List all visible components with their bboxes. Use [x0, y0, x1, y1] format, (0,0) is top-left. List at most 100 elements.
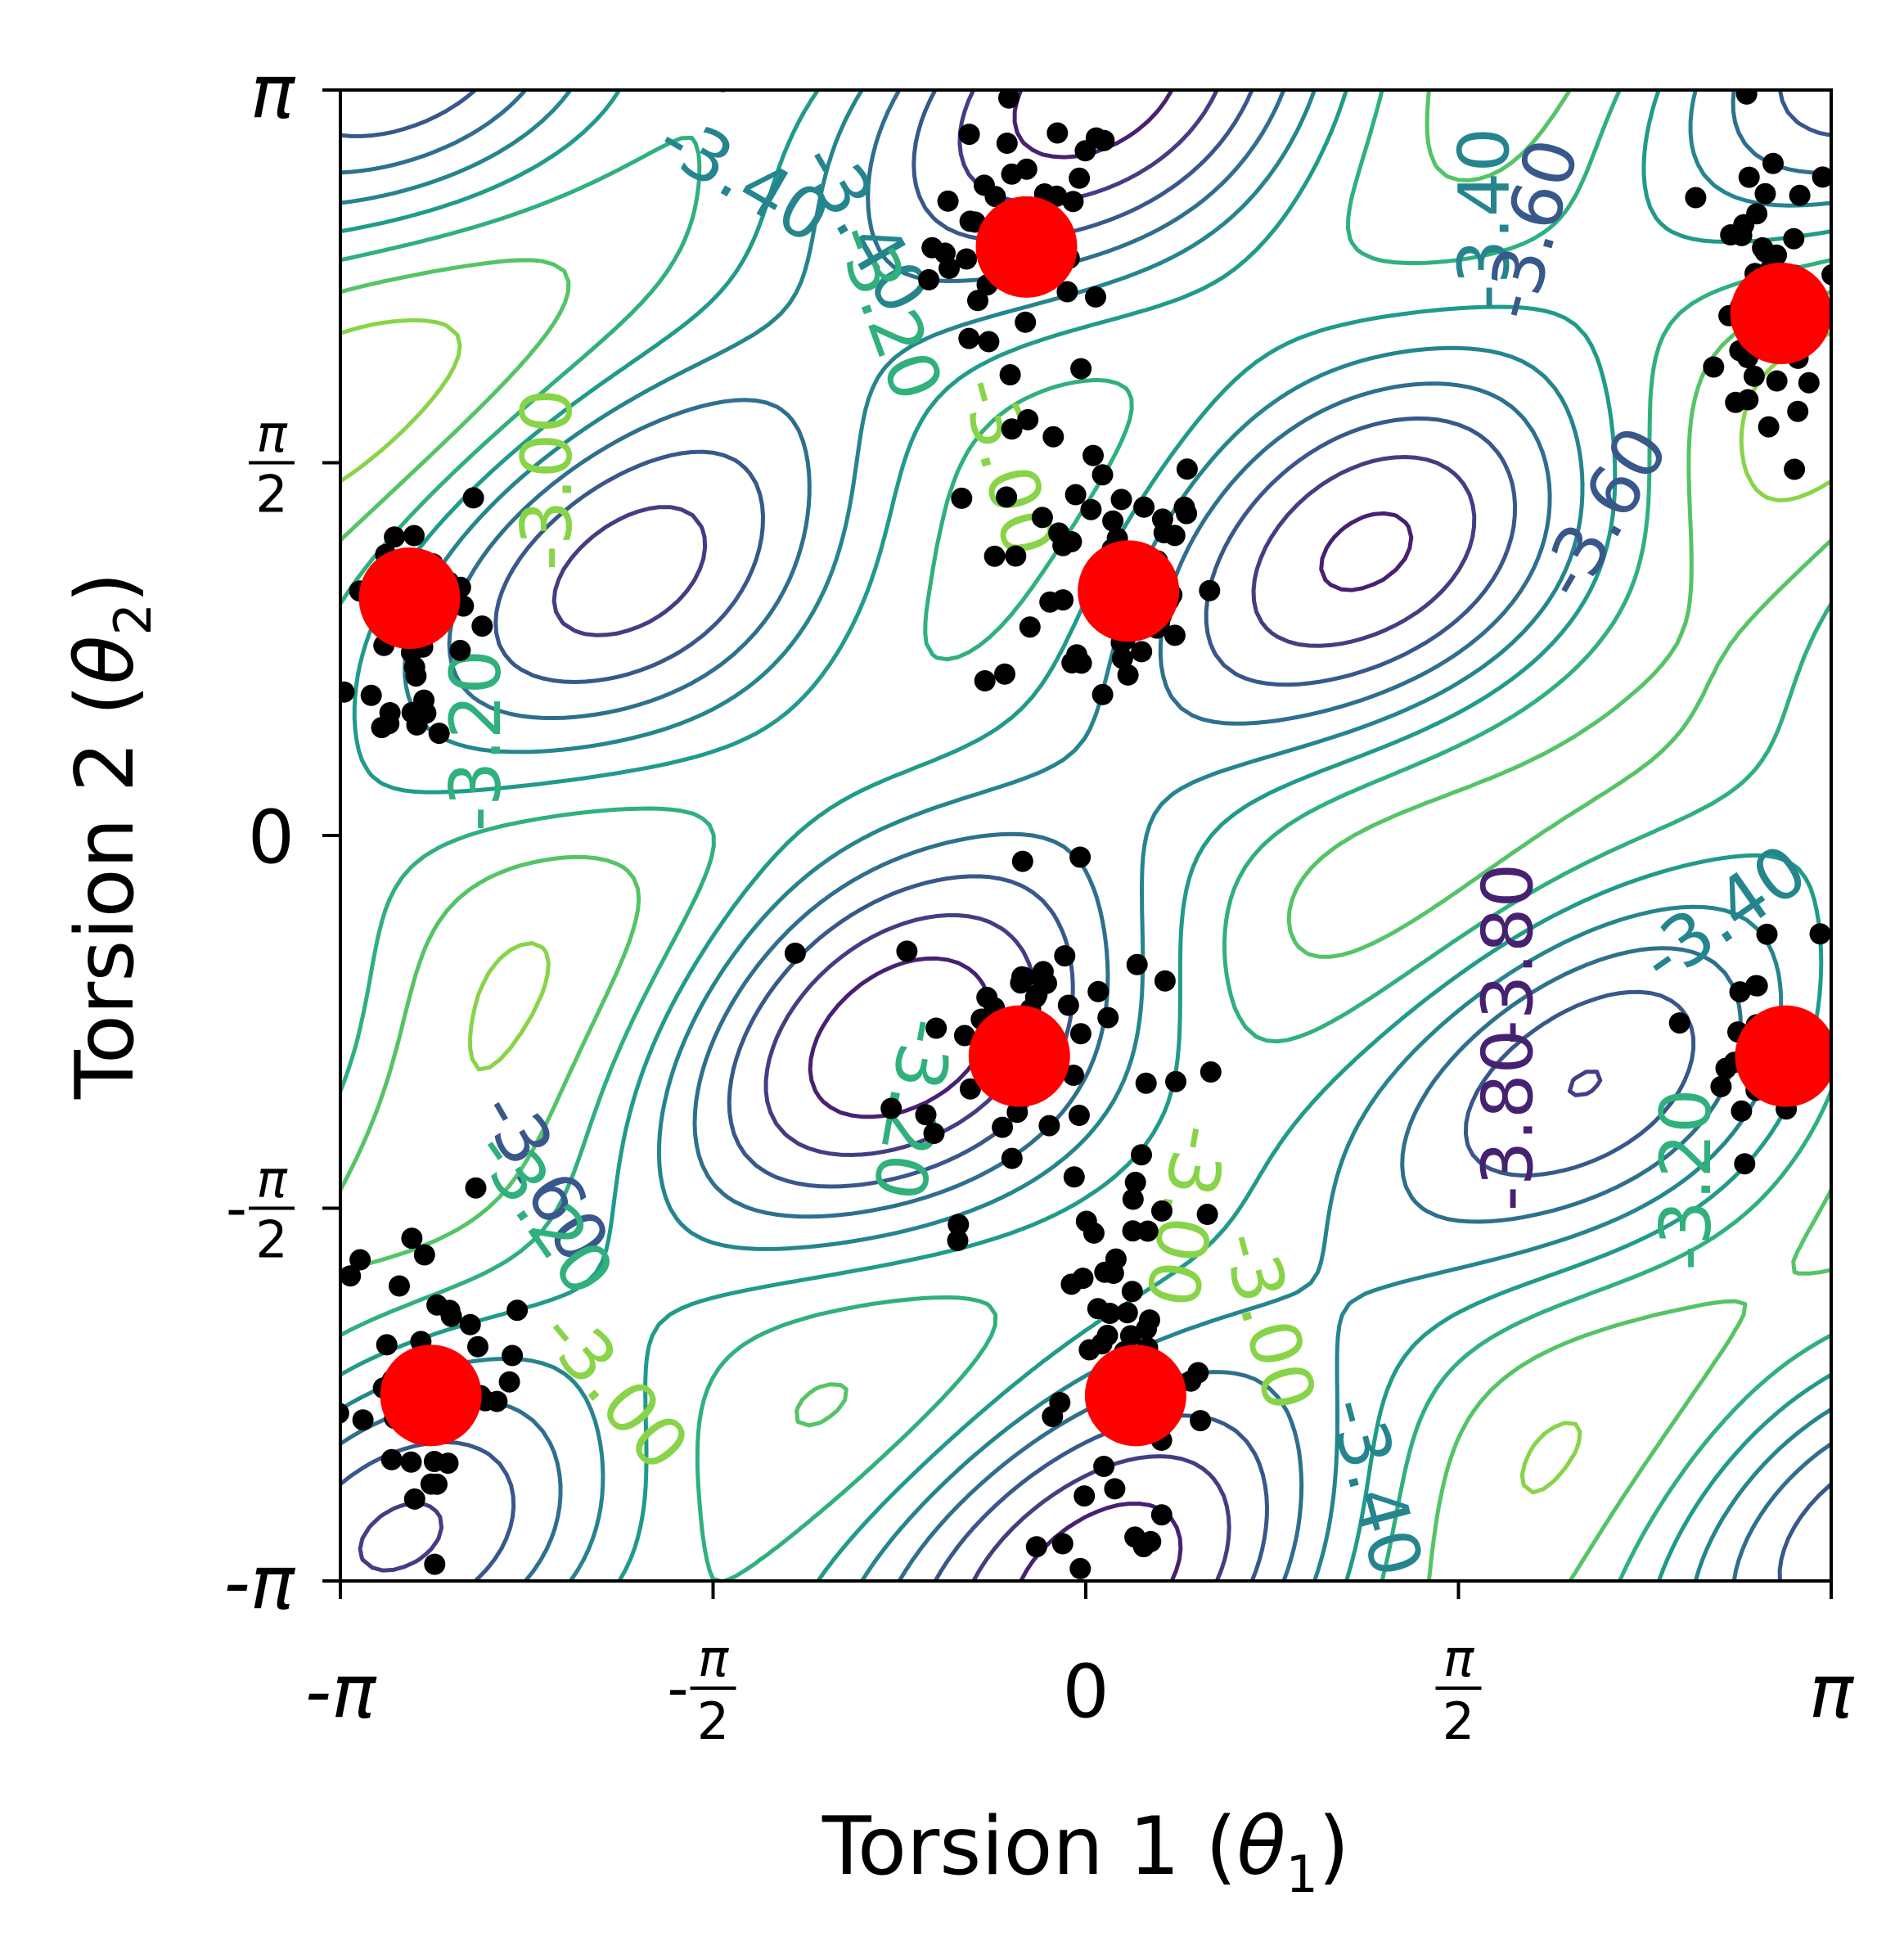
sample-point [413, 1244, 435, 1266]
sample-point [1054, 945, 1076, 967]
sample-point [1758, 416, 1780, 438]
sample-point [1119, 1325, 1141, 1347]
sample-point [1070, 652, 1092, 674]
sample-point [1017, 408, 1039, 430]
y-tick-denominator: 2 [255, 464, 287, 524]
sample-point [1122, 1188, 1144, 1210]
sample-point [1164, 624, 1186, 646]
sample-point [1783, 227, 1805, 250]
sample-point [486, 1390, 508, 1412]
sample-point [360, 684, 382, 706]
cluster-center [358, 547, 461, 650]
sample-point [1111, 647, 1133, 669]
contour-label: -3.20 [435, 650, 517, 832]
cluster-center [975, 196, 1078, 298]
contour-label: -3.80 [1467, 1029, 1549, 1212]
sample-point [1154, 970, 1176, 992]
sample-point [953, 1025, 975, 1047]
sample-point [1165, 1070, 1186, 1092]
cluster-center [1084, 1344, 1186, 1447]
cluster-center [1730, 263, 1831, 365]
sample-point [1668, 1012, 1690, 1034]
sample-point [1789, 184, 1811, 206]
sample-point [1019, 616, 1041, 638]
sample-point [1735, 90, 1758, 105]
sample-point [1821, 263, 1831, 286]
y-tick-denominator: 2 [255, 1210, 287, 1270]
sample-point [340, 1403, 349, 1424]
y-axis-title: Torsion 2 (θ2) [59, 572, 163, 1100]
sample-point [406, 714, 428, 736]
sample-point [465, 1177, 487, 1199]
sample-point [959, 210, 981, 232]
contour-line [340, 90, 1831, 1581]
sample-point [1005, 545, 1027, 567]
sample-point [1150, 1504, 1173, 1526]
sample-point [401, 1227, 423, 1250]
sample-point [1126, 953, 1148, 975]
cluster-center [1078, 540, 1180, 642]
sample-point [1057, 994, 1079, 1016]
sample-point [1798, 372, 1820, 394]
sample-point [1137, 1220, 1159, 1242]
sample-point [340, 681, 355, 703]
sample-point [502, 1344, 524, 1367]
sample-point [958, 124, 980, 146]
sample-point [937, 190, 959, 212]
sample-point [998, 90, 1020, 109]
sample-point [413, 689, 435, 711]
sample-point [1703, 356, 1725, 378]
sample-point [923, 1123, 945, 1144]
sample-point [1070, 358, 1092, 380]
sample-point [1039, 591, 1061, 613]
sample-point [1042, 1406, 1064, 1427]
sample-point [403, 525, 425, 547]
sample-point [1745, 975, 1767, 997]
x-tick-denominator: 2 [697, 1691, 729, 1751]
sample-point [999, 364, 1021, 385]
sample-point [959, 1078, 981, 1100]
sample-point [915, 1104, 937, 1126]
sample-point [439, 1299, 461, 1322]
sample-point [1087, 980, 1110, 1002]
sample-point [1762, 152, 1784, 174]
sample-point [1685, 187, 1707, 209]
sample-point [426, 1473, 448, 1495]
sample-point [925, 1017, 947, 1039]
sample-point [1001, 418, 1023, 440]
sample-point [1135, 1072, 1157, 1094]
sample-point [1083, 444, 1104, 466]
contour-label: -3.80 [1467, 863, 1549, 1046]
sample-point [967, 290, 988, 312]
sample-point [956, 248, 978, 270]
sample-point [1047, 122, 1069, 144]
contour-label: -3.40 [1443, 128, 1525, 310]
sample-point [1063, 1065, 1084, 1086]
sample-point [1104, 1478, 1126, 1500]
sample-point [1200, 1061, 1222, 1083]
sample-point [1110, 489, 1132, 511]
sample-point [1133, 496, 1155, 518]
y-tick-label: 0 [248, 795, 295, 880]
sample-point [1121, 1281, 1143, 1303]
sample-point [1756, 923, 1778, 945]
sample-point [1060, 1273, 1083, 1295]
sample-point [1052, 534, 1074, 556]
sample-point [403, 1488, 425, 1510]
sample-point [1787, 400, 1809, 422]
sample-point [1092, 464, 1114, 486]
contour-label: -3.00 [506, 389, 588, 571]
x-tick-denominator: 2 [1443, 1691, 1474, 1751]
sample-point [405, 665, 427, 687]
sample-point [1001, 1147, 1023, 1169]
sample-point [352, 1409, 374, 1431]
sample-point [974, 670, 996, 691]
sample-point [984, 545, 1006, 567]
sample-point [449, 639, 471, 661]
sample-point [437, 1452, 459, 1475]
sample-point [1173, 496, 1195, 518]
sample-point [1187, 1362, 1209, 1384]
y-tick-numerator: π [256, 1150, 288, 1209]
